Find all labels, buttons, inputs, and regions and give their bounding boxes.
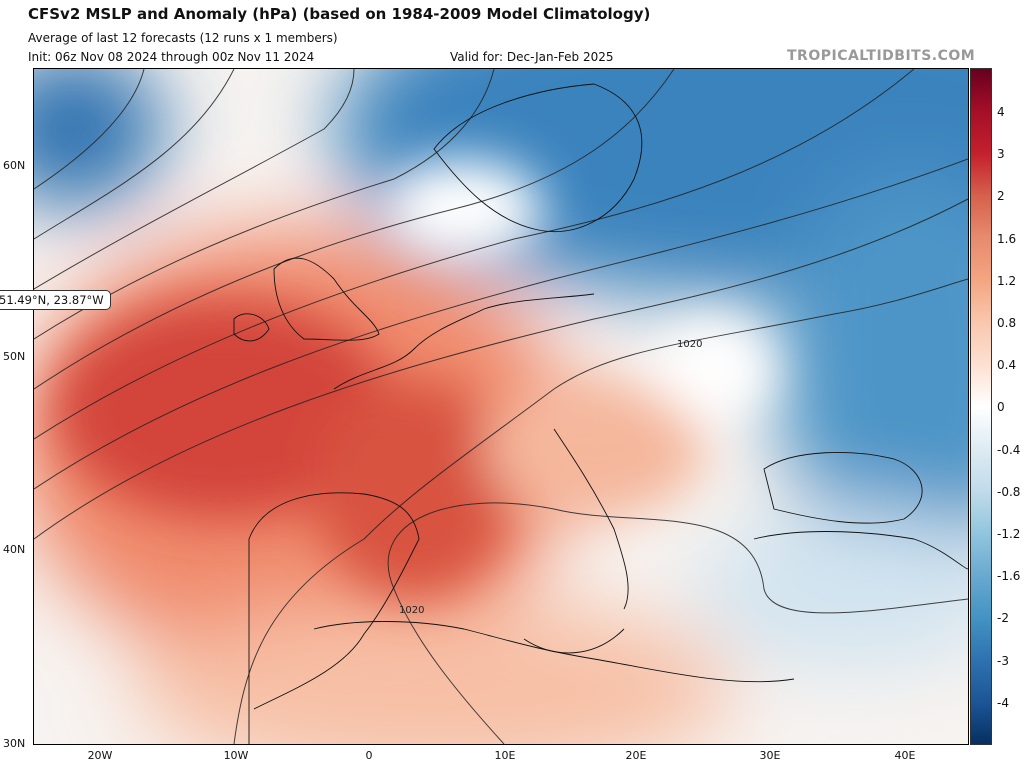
- colorbar-tick-label: -1.2: [997, 527, 1021, 541]
- colorbar-tick-label: 1.2: [997, 273, 1017, 288]
- valid-time: Valid for: Dec-Jan-Feb 2025: [450, 50, 614, 64]
- contour-label: 1020: [677, 339, 702, 350]
- lon-label: 30E: [759, 749, 781, 762]
- colorbar-tick-label: 1.6: [997, 231, 1017, 246]
- chart-title: CFSv2 MSLP and Anomaly (hPa) (based on 1…: [28, 5, 651, 23]
- lon-label: 0: [365, 749, 373, 762]
- isobars: [33, 68, 969, 745]
- coastlines: [233, 83, 969, 744]
- lat-label: 40N: [3, 543, 26, 556]
- colorbar-tick-label: 0: [997, 400, 1005, 415]
- lon-label: 20W: [87, 749, 113, 762]
- contour-label: 1020: [399, 605, 424, 616]
- lon-label: 20E: [625, 749, 647, 762]
- colorbar-tick-label: -0.8: [997, 484, 1021, 499]
- chart-subtitle: Average of last 12 forecasts (12 runs x …: [28, 31, 338, 45]
- colorbar-tick-label: 0.8: [997, 316, 1017, 330]
- colorbar-tick-label: -1.6: [997, 569, 1021, 584]
- init-time: Init: 06z Nov 08 2024 through 00z Nov 11…: [28, 50, 315, 64]
- colorbar-tick-label: 3: [997, 147, 1005, 162]
- colorbar: [970, 68, 992, 745]
- colorbar-tick-label: 2: [997, 189, 1005, 204]
- brand-watermark: TROPICALTIDBITS.COM: [787, 48, 976, 64]
- cursor-coordinate-readout: 51.49°N, 23.87°W: [0, 290, 111, 310]
- colorbar-tick-label: 4: [997, 105, 1005, 119]
- lat-label: 60N: [3, 159, 26, 172]
- lon-label: 10E: [494, 749, 516, 762]
- colorbar-tick-label: -4: [997, 695, 1009, 710]
- lon-label: 10W: [223, 749, 249, 762]
- colorbar-tick-label: 0.4: [997, 358, 1017, 373]
- lat-label: 50N: [3, 350, 26, 363]
- colorbar-tick-label: -0.4: [997, 442, 1021, 457]
- lon-label: 40E: [894, 749, 916, 762]
- colorbar-tick-label: -3: [997, 653, 1009, 668]
- colorbar-tick-label: -2: [997, 611, 1009, 626]
- lat-label: 30N: [3, 737, 26, 750]
